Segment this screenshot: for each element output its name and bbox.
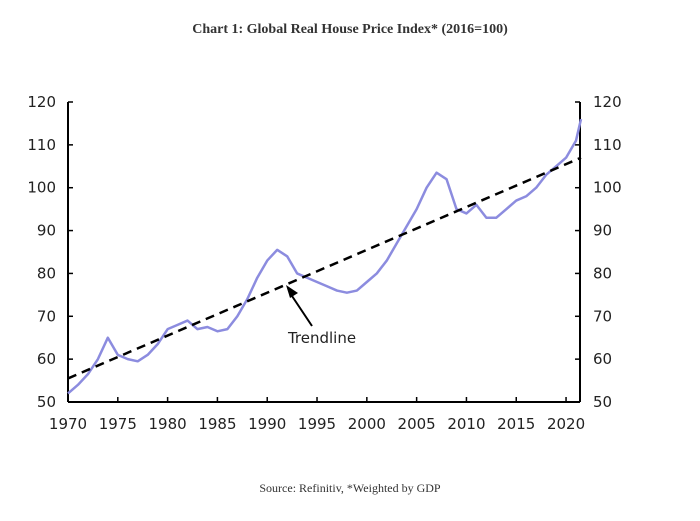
y-tick-label: 80 [37,264,56,282]
y-tick-label: 120 [27,93,56,111]
y-tick-label: 50 [37,393,56,411]
x-tick-label: 1980 [149,415,187,433]
arrow-head [286,285,298,298]
y2-tick-label: 70 [593,307,612,325]
y2-tick-label: 50 [593,393,612,411]
y2-tick-label: 110 [593,136,622,154]
x-tick-label: 1995 [298,415,336,433]
annotation: Trendline [287,329,356,347]
y2-tick-label: 100 [593,179,622,197]
y-tick-label: 100 [27,179,56,197]
x-tick-label: 1990 [248,415,286,433]
chart-title: Chart 1: Global Real House Price Index* … [192,22,508,37]
x-tick-label: 2005 [398,415,436,433]
y-tick-label: 90 [37,222,56,240]
x-tick-label: 1985 [198,415,236,433]
y2-tick-label: 90 [593,222,612,240]
annotation-arrow [289,292,313,327]
y2-tick-label: 80 [593,264,612,282]
y2-tick-label: 120 [593,93,622,111]
y2-tick-label: 60 [593,350,612,368]
x-tick-label: 2020 [547,415,585,433]
y-tick-label: 70 [37,307,56,325]
x-tick-label: 2010 [447,415,485,433]
x-tick-label: 2000 [348,415,386,433]
y-tick-label: 110 [27,136,56,154]
y-tick-label: 60 [37,350,56,368]
trend-line [67,156,582,380]
source-note: Source: Refinitiv, *Weighted by GDP [259,481,441,495]
data-line [67,118,583,395]
x-tick-label: 1975 [99,415,137,433]
x-tick-label: 2015 [497,415,535,433]
x-tick-label: 1970 [49,415,87,433]
